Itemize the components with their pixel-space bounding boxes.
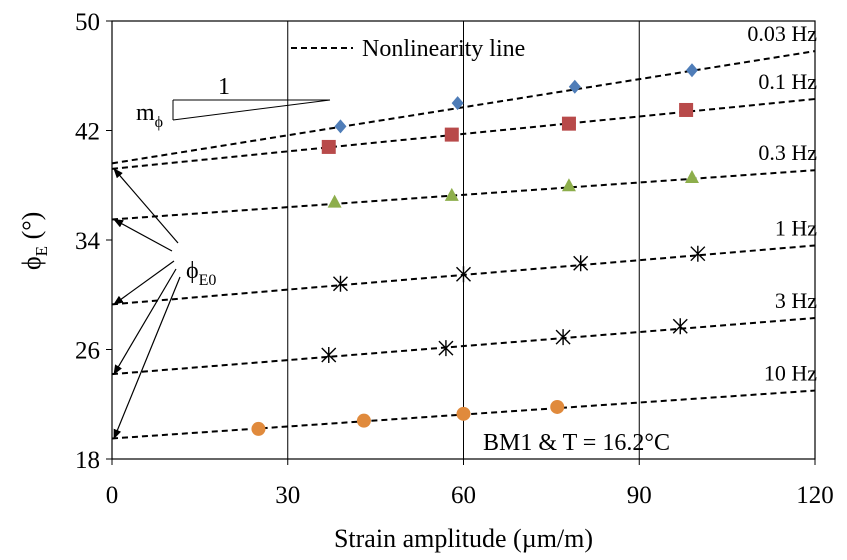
y-axis-title-symbol: ϕ <box>17 256 46 270</box>
marker-series-0-point-3 <box>685 63 698 78</box>
legend-label: Nonlinearity line <box>362 36 525 62</box>
y-tick-label-42: 42 <box>75 119 100 146</box>
marker-series-3-point-3 <box>690 245 706 262</box>
marker-series-3-point-2 <box>573 255 589 272</box>
y-tick-label-34: 34 <box>75 228 101 255</box>
x-tick-label-120: 120 <box>796 482 834 509</box>
intercept-arrow-2 <box>113 260 175 305</box>
marker-series-4-point-0 <box>321 346 337 363</box>
marker-series-2-point-3 <box>684 170 699 184</box>
marker-series-0-point-0 <box>334 119 347 134</box>
marker-series-5-point-0 <box>251 421 266 436</box>
condition-annotation: BM1 & T = 16.2°C <box>483 430 670 456</box>
y-tick-label-50: 50 <box>75 9 100 36</box>
nonlinearity-line-2 <box>111 169 816 221</box>
intercept-arrow-0 <box>113 168 179 244</box>
marker-series-1-point-2 <box>561 116 576 131</box>
marker-series-5-point-1 <box>356 413 371 428</box>
intercept-label-sub: E0 <box>199 272 217 289</box>
marker-series-5-point-2 <box>456 406 471 421</box>
y-tick-label-18: 18 <box>75 447 100 474</box>
marker-series-1-point-0 <box>321 139 336 154</box>
series-label-3: 1 Hz <box>775 215 817 240</box>
marker-series-4-point-2 <box>555 329 571 346</box>
slope-label-main: m <box>136 100 155 126</box>
marker-series-4-point-1 <box>438 340 454 357</box>
x-tick-label-0: 0 <box>106 482 119 509</box>
labels: Strain amplitude (µm/m)ϕE (°)0.03 Hz0.1 … <box>17 21 817 553</box>
x-tick-label-60: 60 <box>451 482 476 509</box>
intercept-arrow-3 <box>113 268 177 375</box>
y-axis-title-unit: (°) <box>17 212 46 246</box>
marker-series-5-point-3 <box>550 399 565 414</box>
marker-series-3-point-0 <box>332 275 348 292</box>
marker-series-2-point-1 <box>444 187 459 201</box>
series-label-0: 0.03 Hz <box>747 21 817 46</box>
x-tick-label-90: 90 <box>627 482 652 509</box>
slope-label-sub: ϕ <box>155 114 163 131</box>
series-label-5: 10 Hz <box>764 361 817 386</box>
marker-series-2-point-2 <box>561 178 576 192</box>
nonlinearity-line-4 <box>111 317 816 376</box>
y-axis-title: ϕE (°) <box>17 212 51 270</box>
marker-series-3-point-1 <box>456 266 471 283</box>
axes: 0 30 60 90 120 18 26 34 42 50 <box>75 9 834 509</box>
series-label-4: 3 Hz <box>775 288 817 313</box>
nonlinearity-line-1 <box>111 98 816 170</box>
slope-label: mϕ <box>136 100 163 131</box>
data-markers <box>251 63 706 436</box>
y-tick-label-26: 26 <box>75 338 100 365</box>
y-axis-title-sub: E <box>32 246 51 256</box>
nonlinearity-line-0 <box>111 50 816 165</box>
intercept-arrow-4 <box>113 276 181 440</box>
intercept-arrow-1 <box>113 218 173 252</box>
gridlines <box>287 21 640 459</box>
intercept-label-main: ϕ <box>186 258 199 284</box>
marker-series-0-point-1 <box>451 96 464 111</box>
x-tick-label-30: 30 <box>275 482 300 509</box>
x-axis-title: Strain amplitude (µm/m) <box>334 524 593 553</box>
marker-series-0-point-2 <box>568 79 581 94</box>
series-label-1: 0.1 Hz <box>758 69 817 94</box>
marker-series-4-point-3 <box>672 318 688 335</box>
slope-triangle-hypotenuse <box>172 99 331 121</box>
intercept-label: ϕE0 <box>186 258 216 289</box>
marker-series-2-point-0 <box>327 194 342 208</box>
series-label-2: 0.3 Hz <box>758 140 817 165</box>
slope-run-label: 1 <box>218 74 230 100</box>
marker-series-1-point-3 <box>679 102 694 117</box>
marker-series-1-point-1 <box>444 127 459 142</box>
